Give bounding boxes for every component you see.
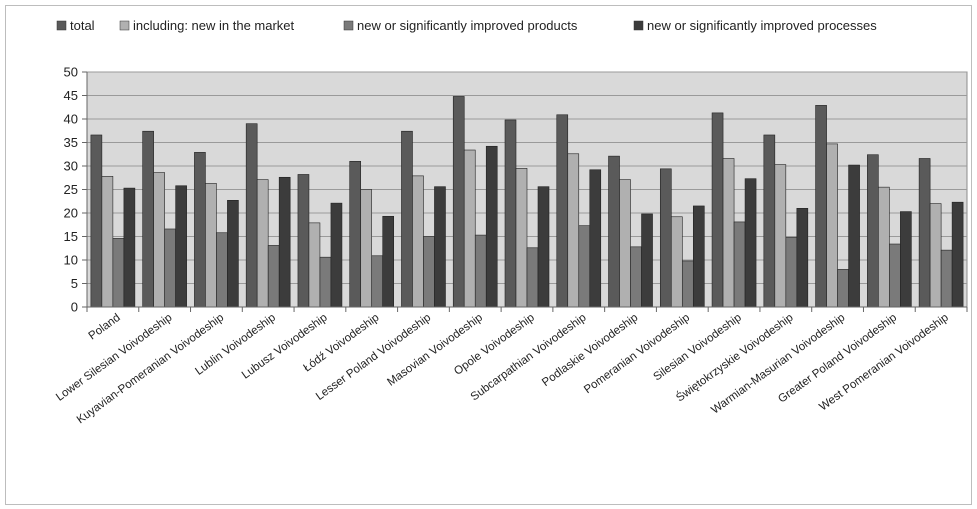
bar: [194, 152, 206, 308]
bar: [278, 176, 291, 308]
x-category-label: Pomeranian Voivodeship: [582, 312, 692, 396]
bar: [423, 236, 435, 308]
bar: [401, 130, 413, 308]
bar: [330, 202, 343, 308]
bar: [848, 164, 860, 308]
bar: [774, 164, 787, 308]
bar: [900, 211, 912, 308]
bar: [360, 189, 373, 308]
legend-label: including: new in the market: [133, 18, 295, 33]
bar: [463, 149, 476, 308]
bar: [308, 222, 321, 308]
bar: [929, 203, 942, 308]
y-tick-label: 40: [64, 112, 78, 127]
y-tick-label: 45: [64, 88, 78, 103]
bar: [619, 179, 631, 308]
y-tick-label: 10: [64, 253, 78, 268]
bar: [205, 183, 217, 308]
bar: [918, 158, 931, 308]
bar: [567, 153, 580, 308]
legend-swatch: [56, 20, 67, 31]
y-tick-label: 50: [64, 65, 78, 80]
bar: [692, 205, 705, 308]
bar: [153, 172, 165, 308]
legend-label: new or significantly improved products: [357, 18, 578, 33]
legend-label: new or significantly improved processes: [647, 18, 877, 33]
bar: [319, 256, 332, 308]
y-tick-label: 20: [64, 206, 78, 221]
legend-swatch: [119, 20, 130, 31]
y-tick-label: 0: [71, 300, 78, 315]
bar: [878, 186, 890, 308]
bar: [670, 216, 683, 308]
bar: [485, 145, 498, 308]
bar: [164, 228, 176, 308]
bar: [434, 186, 446, 308]
bar: [867, 154, 879, 308]
bar: [256, 179, 269, 308]
bars: [90, 96, 964, 308]
y-tick-label: 15: [64, 229, 78, 244]
bar: [90, 134, 103, 308]
y-tick-label: 25: [64, 182, 78, 197]
bar: [504, 119, 517, 308]
bar: [815, 105, 827, 308]
bar: [940, 249, 953, 308]
y-tick-label: 35: [64, 135, 78, 150]
bar: [744, 178, 757, 308]
y-axis-ticks: 0 5 10 15 20 25 30 35 40 45 50: [64, 65, 87, 315]
bar: [245, 123, 258, 308]
y-tick-label: 5: [71, 276, 78, 291]
bar: [711, 112, 724, 308]
bar: [733, 221, 746, 308]
bar: [837, 269, 849, 308]
bar: [216, 232, 228, 308]
bar: [589, 169, 602, 308]
bar: [112, 238, 125, 308]
bar: [349, 161, 362, 308]
bar: [951, 201, 964, 308]
bar: [578, 225, 591, 308]
bar: [659, 168, 672, 308]
bar: [796, 208, 809, 308]
x-category-label: Podlaskie Voivodeship: [540, 312, 640, 389]
legend-label: total: [70, 18, 95, 33]
bar: [722, 158, 735, 308]
bar: [101, 176, 114, 308]
x-category-label: Lubusz Voivodeship: [240, 312, 330, 382]
x-category-label: Poland: [87, 312, 123, 343]
bar: [515, 168, 528, 308]
legend: total including: new in the market new or …: [56, 18, 877, 33]
bar: [537, 186, 550, 308]
bar: [608, 155, 620, 308]
legend-swatch: [633, 20, 644, 31]
bar: [763, 134, 776, 308]
bar: [630, 246, 642, 308]
y-tick-label: 30: [64, 159, 78, 174]
bar: [297, 174, 310, 308]
bar: [681, 260, 694, 308]
bar: [142, 130, 154, 308]
bar: [641, 213, 653, 308]
bar: [526, 247, 539, 308]
bar: [371, 255, 384, 308]
bar: [474, 234, 487, 308]
x-category-label: Silesian Voivodeship: [651, 312, 743, 384]
bar: [556, 114, 569, 308]
bar: [123, 187, 136, 308]
bar: [452, 96, 465, 308]
bar: [785, 237, 798, 308]
bar: [889, 243, 901, 308]
bar: [382, 215, 395, 308]
bar: [412, 175, 424, 308]
legend-swatch: [343, 20, 354, 31]
x-category-label: Masovian Voivodeship: [385, 312, 485, 389]
bar: [227, 200, 239, 308]
bar: [175, 185, 187, 308]
bar: [826, 143, 838, 308]
bar: [267, 245, 280, 308]
